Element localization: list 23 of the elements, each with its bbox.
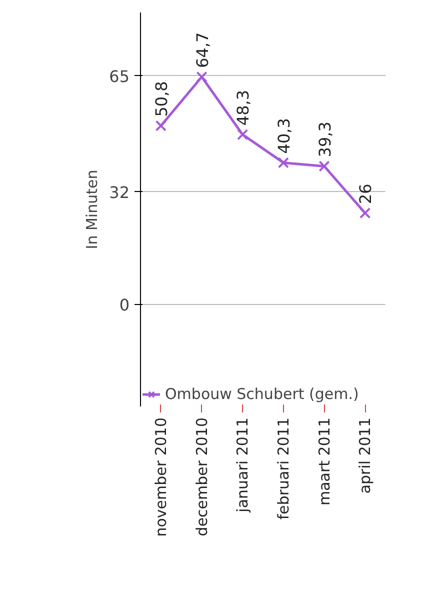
x-tick-label: maart 2011	[315, 417, 334, 506]
text: 48,3	[234, 90, 253, 126]
point	[196, 71, 208, 82]
text: 50,8	[152, 81, 171, 117]
x-tick-label: januari 2011	[234, 418, 252, 514]
x-tick-label: april 2011	[356, 417, 374, 494]
point	[236, 128, 248, 140]
y-tick-label: 0	[119, 295, 130, 314]
point	[278, 157, 290, 168]
x-tick-label: december 2010	[192, 417, 211, 536]
y-tick-label: 65	[109, 66, 130, 86]
x-tick-label: november 2010	[152, 417, 170, 537]
y-tick-label: 32	[109, 182, 130, 202]
y-axis-title: In Minuten	[83, 170, 102, 250]
point	[155, 120, 167, 132]
text: 40,3	[274, 118, 294, 154]
point	[359, 207, 371, 219]
legend-label: Ombouw Schubert (gem.)	[165, 385, 359, 403]
text: 39,3	[315, 122, 334, 158]
point	[318, 160, 330, 172]
text: 64,7	[192, 32, 212, 68]
x-tick-label: februari 2011	[274, 417, 292, 520]
text: 26	[356, 184, 376, 204]
